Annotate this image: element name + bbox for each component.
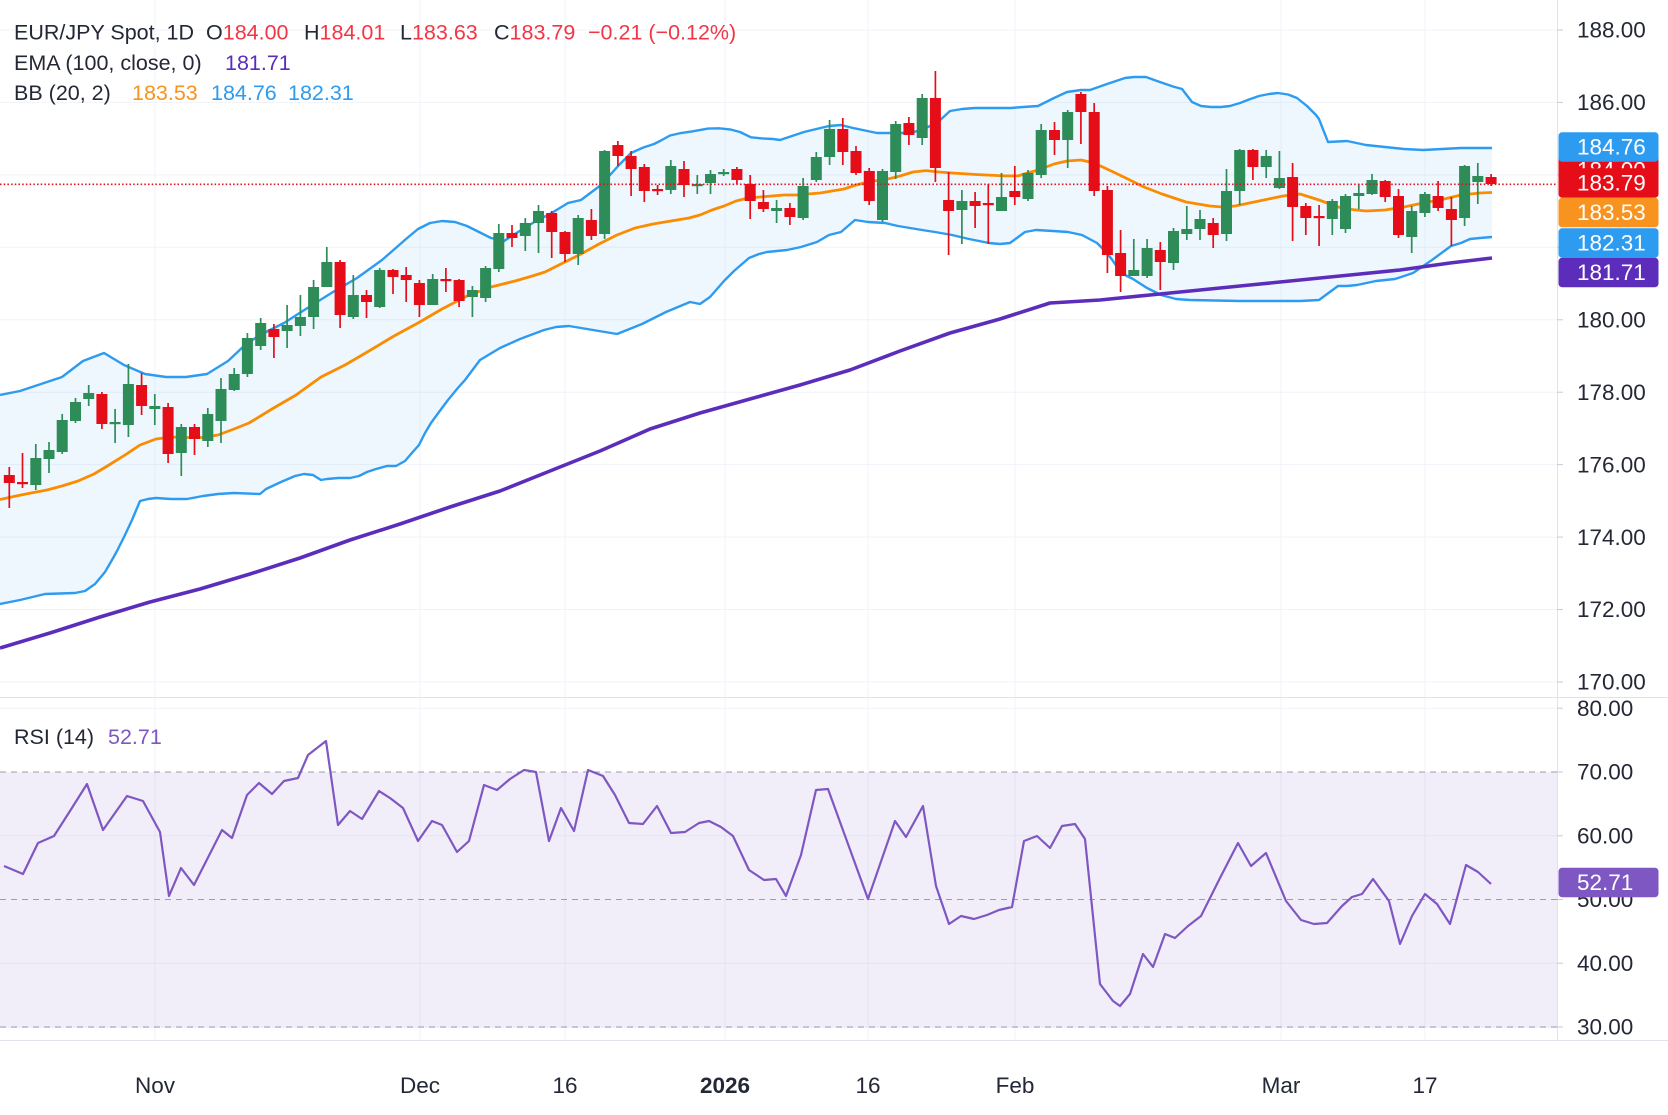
svg-text:EMA (100, close, 0)181.71: EMA (100, close, 0) 181.71 <box>14 51 291 75</box>
svg-text:Nov: Nov <box>135 1073 176 1098</box>
svg-text:183.53: 183.53 <box>1577 200 1646 225</box>
svg-text:180.00: 180.00 <box>1577 308 1646 333</box>
svg-text:176.00: 176.00 <box>1577 452 1646 477</box>
svg-text:Dec: Dec <box>400 1073 440 1098</box>
svg-text:Mar: Mar <box>1262 1073 1301 1098</box>
svg-text:178.00: 178.00 <box>1577 380 1646 405</box>
svg-text:16: 16 <box>855 1073 880 1098</box>
svg-text:184.76: 184.76 <box>1577 135 1646 160</box>
svg-text:170.00: 170.00 <box>1577 670 1646 695</box>
svg-text:80.00: 80.00 <box>1577 696 1633 721</box>
svg-text:40.00: 40.00 <box>1577 951 1633 976</box>
svg-text:183.79: 183.79 <box>1577 171 1646 196</box>
svg-text:30.00: 30.00 <box>1577 1015 1633 1040</box>
svg-text:188.00: 188.00 <box>1577 18 1646 43</box>
svg-text:52.71: 52.71 <box>1577 870 1633 895</box>
svg-text:2026: 2026 <box>700 1073 750 1098</box>
svg-text:174.00: 174.00 <box>1577 525 1646 550</box>
svg-text:17: 17 <box>1412 1073 1437 1098</box>
svg-text:172.00: 172.00 <box>1577 597 1646 622</box>
svg-text:70.00: 70.00 <box>1577 760 1633 785</box>
svg-text:182.31: 182.31 <box>1577 231 1646 256</box>
svg-text:186.00: 186.00 <box>1577 90 1646 115</box>
svg-text:16: 16 <box>552 1073 577 1098</box>
svg-text:60.00: 60.00 <box>1577 824 1633 849</box>
svg-text:181.71: 181.71 <box>1577 260 1646 285</box>
svg-text:Feb: Feb <box>996 1073 1035 1098</box>
svg-text:RSI (14)52.71: RSI (14) 52.71 <box>14 725 162 749</box>
